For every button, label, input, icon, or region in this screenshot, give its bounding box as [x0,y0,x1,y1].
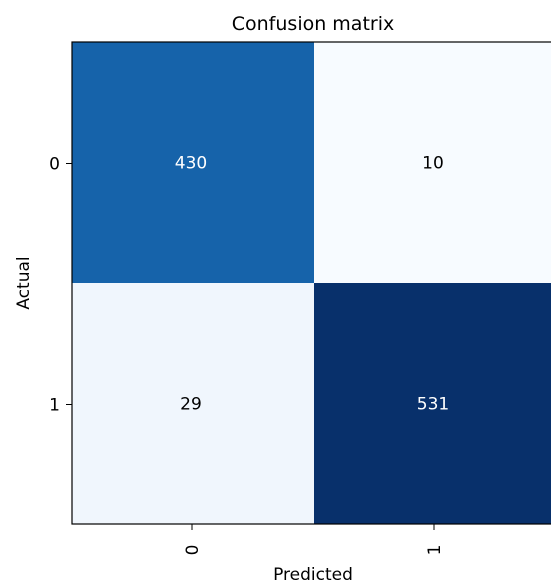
plot-frame [71,41,551,525]
x-tick-label-0: 0 [183,545,203,556]
cell-value-r0-c0: 430 [175,154,207,174]
y-axis-ticks: 01 [49,155,72,416]
heatmap-cell-r0-c0 [72,42,314,283]
heatmap-cells [72,42,551,524]
chart-title: Confusion matrix [232,13,394,35]
y-tick-label-0: 0 [49,155,60,175]
heatmap-cell-r1-c0 [72,283,314,524]
cell-value-r1-c0: 29 [180,395,202,415]
x-tick-label-1: 1 [425,545,445,556]
x-axis-label: Predicted [273,565,353,585]
heatmap-cell-labels: 430 10 29 531 [175,154,449,415]
y-axis-label: Actual [14,256,34,309]
cell-value-r0-c1: 10 [422,154,444,174]
y-tick-label-1: 1 [49,396,60,416]
cell-value-r1-c1: 531 [417,395,449,415]
heatmap-cell-r0-c1 [314,42,551,283]
heatmap-cell-r1-c1 [314,283,551,524]
